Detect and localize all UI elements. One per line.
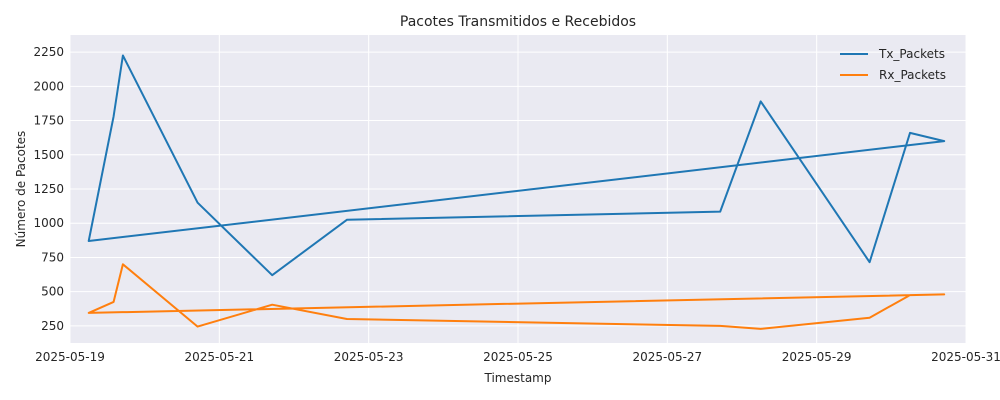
series-line-rx-packets [87, 263, 946, 330]
y-axis-label: Número de Pacotes [14, 131, 28, 248]
y-tick-label: 2000 [33, 79, 64, 93]
x-tick-label: 2025-05-29 [782, 350, 852, 364]
x-axis-label: Timestamp [484, 371, 552, 385]
y-tick-label: 1750 [33, 114, 64, 128]
y-tick-label: 750 [41, 250, 64, 264]
grid [69, 35, 967, 343]
x-tick-label: 2025-05-25 [483, 350, 553, 364]
y-tick-label: 1250 [33, 182, 64, 196]
x-tick-labels: 2025-05-19 2025-05-21 2025-05-23 2025-05-25… [35, 350, 1000, 364]
legend-label: Tx_Packets [878, 47, 945, 61]
x-tick-label: 2025-05-21 [184, 350, 254, 364]
y-tick-labels: 250 500 750 1000 1250 1500 1750 2000 2250 [33, 45, 64, 333]
legend: Tx_Packets Rx_Packets [840, 47, 946, 82]
y-tick-label: 250 [41, 319, 64, 333]
chart-title: Pacotes Transmitidos e Recebidos [400, 14, 636, 30]
x-tick-label: 2025-05-19 [35, 350, 105, 364]
x-tick-label: 2025-05-23 [334, 350, 404, 364]
series-layer [87, 54, 946, 330]
y-tick-label: 1000 [33, 216, 64, 230]
series-line-tx-packets [87, 54, 946, 277]
legend-label: Rx_Packets [879, 68, 946, 82]
y-tick-label: 2250 [33, 45, 64, 59]
y-tick-label: 1500 [33, 148, 64, 162]
x-tick-label: 2025-05-31 [931, 350, 1000, 364]
x-tick-label: 2025-05-27 [632, 350, 702, 364]
y-tick-label: 500 [41, 285, 64, 299]
